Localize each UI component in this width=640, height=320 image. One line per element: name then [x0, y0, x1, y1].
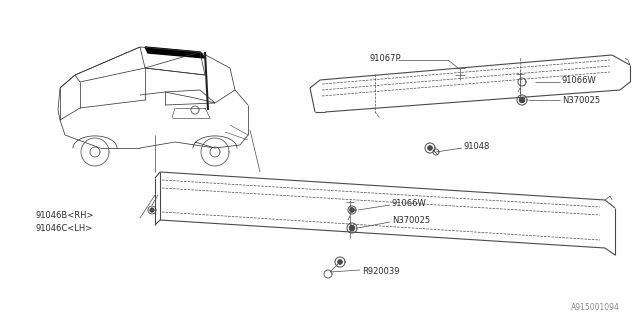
Text: 91046B<RH>: 91046B<RH>: [35, 211, 93, 220]
Polygon shape: [349, 226, 355, 230]
Text: A915001094: A915001094: [571, 303, 620, 312]
Polygon shape: [350, 208, 354, 212]
Text: N370025: N370025: [392, 215, 430, 225]
Polygon shape: [150, 208, 154, 212]
Polygon shape: [338, 260, 342, 264]
Polygon shape: [520, 98, 525, 102]
Text: 91067P: 91067P: [370, 53, 402, 62]
Text: N370025: N370025: [562, 95, 600, 105]
Text: 91066W: 91066W: [392, 198, 427, 207]
Text: 91066W: 91066W: [562, 76, 596, 84]
Text: 91048: 91048: [464, 141, 490, 150]
Text: 91046C<LH>: 91046C<LH>: [35, 223, 92, 233]
Polygon shape: [428, 146, 432, 150]
Text: R920039: R920039: [362, 268, 399, 276]
Polygon shape: [145, 47, 205, 58]
